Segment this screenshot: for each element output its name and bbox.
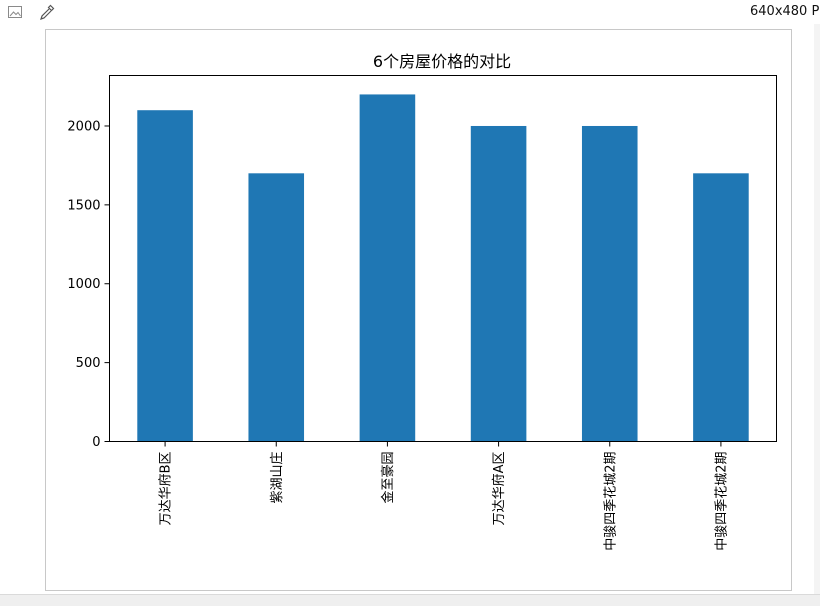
x-axis: 万达华府B区 紫湖山庄 金至豪园 万达华府A区 中骏四季花城2期 中骏四季花城2期 <box>159 441 729 551</box>
bars <box>137 94 749 442</box>
image-icon[interactable] <box>6 3 24 21</box>
y-tick-label: 0 <box>92 435 100 450</box>
x-tick-label: 万达华府B区 <box>159 452 174 526</box>
x-tick-label: 中骏四季花城2期 <box>602 452 618 551</box>
viewer-toolbar: 640x480 P <box>0 0 820 24</box>
bar-chart: 6个房屋价格的对比 0 500 1000 1500 2000 万达华府B区 紫湖山庄 金至豪… <box>67 52 777 551</box>
y-tick-label: 1000 <box>67 277 100 292</box>
x-tick-label: 紫湖山庄 <box>269 452 285 504</box>
bar <box>248 173 305 442</box>
bar <box>359 94 416 442</box>
bar <box>693 173 749 442</box>
bar <box>470 125 527 442</box>
x-tick-label: 金至豪园 <box>380 452 396 504</box>
status-bar <box>0 594 820 606</box>
bar <box>137 110 193 442</box>
scrollbar-track[interactable] <box>814 24 820 594</box>
eyedropper-icon[interactable] <box>38 3 56 21</box>
y-tick-label: 2000 <box>67 119 100 134</box>
image-canvas: 6个房屋价格的对比 0 500 1000 1500 2000 万达华府B区 紫湖山庄 金至豪… <box>45 29 792 591</box>
chart-title: 6个房屋价格的对比 <box>373 52 511 71</box>
image-size-label: 640x480 P <box>750 4 820 19</box>
y-axis: 0 500 1000 1500 2000 <box>67 119 110 450</box>
x-tick-label: 万达华府A区 <box>492 452 507 526</box>
y-tick-label: 500 <box>76 356 101 371</box>
y-tick-label: 1500 <box>67 198 100 213</box>
bar <box>581 125 638 442</box>
x-tick-label: 中骏四季花城2期 <box>713 452 729 551</box>
plot-frame <box>109 75 777 442</box>
